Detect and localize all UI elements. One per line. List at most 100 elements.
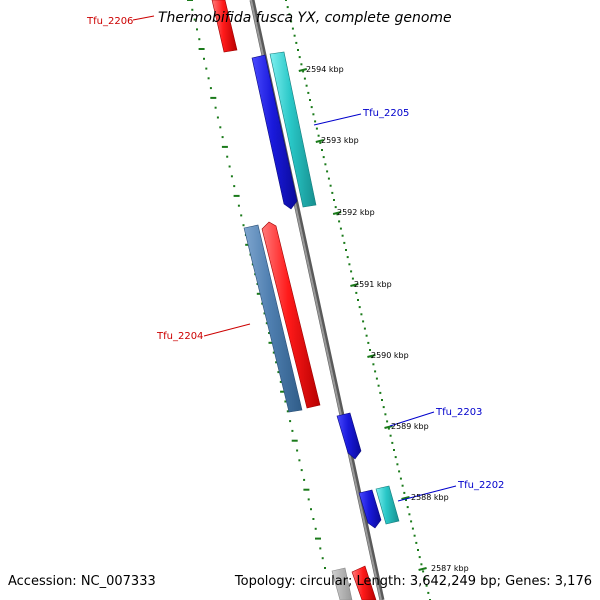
scale-ring-dot xyxy=(411,527,414,530)
scale-ring-dot xyxy=(384,413,387,416)
scale-ring xyxy=(285,0,431,600)
accession-text: Accession: NC_007333 xyxy=(8,574,156,589)
scale-ring-dot xyxy=(382,406,385,409)
gene-label-tfu-2202[interactable]: Tfu_2202 xyxy=(457,480,504,491)
inner-ring-tick xyxy=(263,312,266,315)
inner-ring-tick xyxy=(284,400,287,403)
gene-label-tfu-2205[interactable]: Tfu_2205 xyxy=(362,108,409,119)
scale-ring-dot xyxy=(333,199,335,201)
gene-tfu-2203[interactable] xyxy=(336,412,362,460)
scale-ring-dot xyxy=(286,6,289,9)
scale-ring-dot xyxy=(417,549,419,551)
leader-line-tfu-2203 xyxy=(389,411,435,427)
scale-ring-dot xyxy=(362,320,365,323)
inner-ring-tick xyxy=(307,498,310,501)
inner-ring-tick xyxy=(312,518,315,520)
gene-partial-grey[interactable] xyxy=(331,567,353,600)
inner-ring-tick xyxy=(228,165,231,168)
inner-ring-tick xyxy=(296,449,299,452)
scale-ring-dot xyxy=(406,506,409,509)
scale-ring-dot xyxy=(367,341,370,344)
scale-ring-dot xyxy=(336,213,339,216)
inner-ring-tick xyxy=(198,38,201,41)
scale-ring-dot xyxy=(355,291,358,294)
gene-tfu-2202-cyan[interactable] xyxy=(375,485,400,525)
inner-ring-tick xyxy=(291,439,298,442)
scale-ring-dot xyxy=(291,27,294,30)
scale-ring-dot xyxy=(312,113,315,116)
scale-ring-dot xyxy=(351,277,354,280)
scale-ring-dot xyxy=(370,356,373,359)
inner-ring-tick xyxy=(198,48,205,50)
scale-ring-dot xyxy=(358,306,361,309)
scale-ring-dot xyxy=(389,434,392,437)
inner-ring-tick xyxy=(310,508,312,511)
scale-ring-dot xyxy=(297,49,299,51)
scale-ring-dot xyxy=(374,370,377,373)
gene-tfu-2205-blue[interactable] xyxy=(251,54,298,210)
scale-ring-dot xyxy=(381,399,383,401)
gene-tfu-2202-blue[interactable] xyxy=(358,489,382,529)
inner-ring-tick xyxy=(219,126,222,129)
scale-ring-dot xyxy=(398,470,401,473)
gene-features xyxy=(211,0,400,600)
inner-ring-tick xyxy=(279,380,282,383)
scale-ring-dot xyxy=(394,456,397,459)
scale-ring-dot xyxy=(413,534,416,537)
gene-label-tfu-2206[interactable]: Tfu_2206 xyxy=(86,16,133,27)
scale-ring-dot xyxy=(348,263,351,266)
inner-ring-tick xyxy=(275,361,278,364)
inner-ring-tick xyxy=(319,547,322,550)
scale-major-tick xyxy=(298,68,308,72)
inner-ring-tick xyxy=(209,87,212,90)
inner-ring-tick xyxy=(315,537,321,540)
inner-ring-tick xyxy=(214,106,217,109)
scale-ring-dot xyxy=(309,99,311,101)
scale-ring-dot xyxy=(317,134,320,137)
inner-ring-tick xyxy=(272,351,275,354)
inner-ring-tick xyxy=(203,57,205,60)
scale-ring-dot xyxy=(293,34,296,37)
gene-tfu-2204-red[interactable] xyxy=(261,221,321,409)
scale-ring-dot xyxy=(405,499,407,501)
inner-ring-tick xyxy=(314,527,317,530)
scale-ring-dot xyxy=(298,56,301,59)
scale-ring-dot xyxy=(314,120,317,123)
gene-label-tfu-2203[interactable]: Tfu_2203 xyxy=(435,407,482,418)
inner-ring-tick xyxy=(237,204,240,207)
gene-label-tfu-2204[interactable]: Tfu_2204 xyxy=(156,331,203,342)
scale-ring-dot xyxy=(285,0,287,1)
scale-major-tick xyxy=(367,354,376,358)
inner-ring-tick xyxy=(280,390,287,393)
scale-ring-dot xyxy=(377,384,380,387)
inner-ring-tick xyxy=(242,224,245,227)
scale-label-2587: 2587 kbp xyxy=(431,564,469,573)
inner-ring-tick xyxy=(300,469,303,472)
scale-label-2589: 2589 kbp xyxy=(391,422,429,431)
scale-ring-dot xyxy=(321,149,323,151)
gene-partial-red[interactable] xyxy=(351,565,377,600)
gene-tfu-2204-steel[interactable] xyxy=(243,224,303,413)
scale-ring-dot xyxy=(410,520,413,523)
scale-ring-dot xyxy=(423,577,426,580)
scale-major-tick xyxy=(350,283,359,287)
inner-ring-tick xyxy=(268,332,271,334)
scale-ring-dot xyxy=(339,227,342,230)
inner-ring-tick xyxy=(303,478,306,481)
inner-ring-tick xyxy=(286,410,289,413)
scale-ring-dot xyxy=(386,420,389,423)
gene-tfu-2205-cyan[interactable] xyxy=(269,51,317,208)
inner-ring-tick xyxy=(291,429,294,432)
inner-ring-tick xyxy=(191,8,194,11)
inner-ring-tick xyxy=(240,214,243,217)
scale-ring-dot xyxy=(415,541,418,544)
scale-ring-dot xyxy=(422,570,425,573)
map-title: Thermobifida fusca YX, complete genome xyxy=(158,10,452,26)
scale-ring-dot xyxy=(427,591,430,594)
scale-ring-dot xyxy=(369,349,371,351)
gene-tfu-2206[interactable] xyxy=(211,0,238,53)
inner-ring-tick xyxy=(324,567,326,569)
scale-ring-dot xyxy=(396,463,399,466)
inner-ring-tick xyxy=(216,116,219,119)
